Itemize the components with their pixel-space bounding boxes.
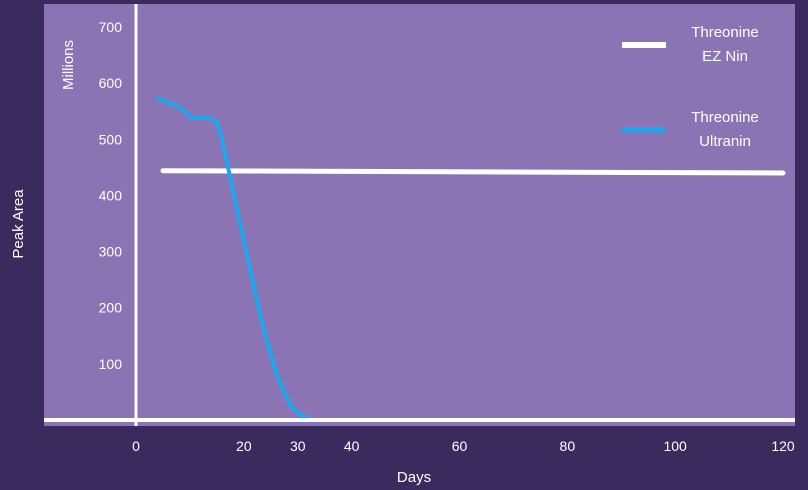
- legend-label-2: Ultranin: [699, 133, 751, 150]
- x-tick-label: 120: [771, 438, 795, 454]
- y-tick-label: 600: [99, 75, 123, 91]
- y-tick-label: 200: [99, 300, 123, 316]
- y-tick-label: 700: [99, 19, 123, 35]
- x-tick-label: 100: [663, 438, 687, 454]
- series-line-1: [160, 168, 786, 176]
- x-axis-title: Days: [397, 469, 431, 486]
- plot-area: [44, 4, 795, 426]
- x-tick-label: 20: [236, 438, 252, 454]
- axes-layer: [44, 4, 795, 426]
- legend-label-1: EZ Nin: [702, 48, 748, 65]
- y-tick-label: 500: [99, 131, 123, 147]
- x-tick-label: 60: [452, 438, 468, 454]
- legend: Threonine EZ Nin Threonine Ultranin: [622, 24, 759, 150]
- x-tick-label: 0: [132, 438, 140, 454]
- y-tick-label: 100: [99, 356, 123, 372]
- x-tick-label: 80: [560, 438, 576, 454]
- legend-label-2: Threonine: [691, 109, 759, 126]
- x-tick-label: 30: [290, 438, 306, 454]
- y-axis-title: Peak Area: [10, 189, 27, 259]
- y-axis-unit-label: Millions: [60, 40, 77, 90]
- y-tick-label: 300: [99, 244, 123, 260]
- y-tick-label: 400: [99, 187, 123, 203]
- legend-label-1: Threonine: [691, 24, 759, 41]
- x-tick-label: 40: [344, 438, 360, 454]
- tick-labels: 0 20 30 40 60 80 100 120 100 200 300 400 500 600 700: [99, 19, 795, 454]
